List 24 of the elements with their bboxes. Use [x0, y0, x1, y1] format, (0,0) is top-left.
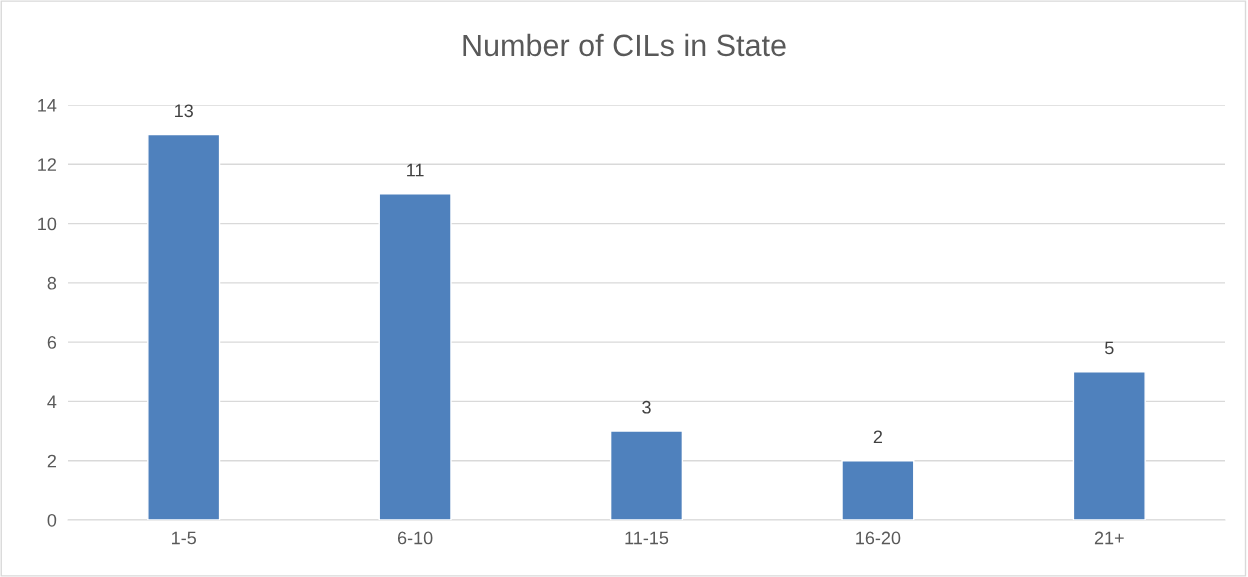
x-tick-label: 1-5: [172, 531, 196, 545]
bar: [609, 430, 684, 520]
data-label: 11: [407, 163, 424, 177]
chart-title: Number of CILs in State: [463, 33, 786, 57]
x-tick-label: 21+: [1094, 531, 1124, 545]
y-tick-label: 14: [38, 99, 57, 112]
y-tick-label: 10: [38, 217, 57, 231]
bar: [378, 193, 452, 520]
y-tick-label: 0: [47, 513, 57, 527]
y-tick-label: 12: [38, 158, 56, 171]
x-tick-label: 6-10: [397, 531, 433, 545]
bar: [841, 460, 915, 520]
x-tick-label: 16-20: [856, 531, 901, 545]
data-label: 2: [873, 430, 883, 444]
y-tick-label: 8: [47, 276, 57, 290]
data-label: 5: [1105, 341, 1114, 355]
x-tick-label: 11-15: [625, 531, 669, 545]
y-tick-label: 2: [47, 454, 56, 468]
data-label: 13: [175, 104, 193, 118]
bar: [1072, 371, 1146, 520]
y-tick-label: 4: [47, 395, 57, 408]
data-label: 3: [642, 400, 651, 414]
y-tick-label: 6: [47, 336, 57, 349]
bar: [147, 133, 221, 520]
